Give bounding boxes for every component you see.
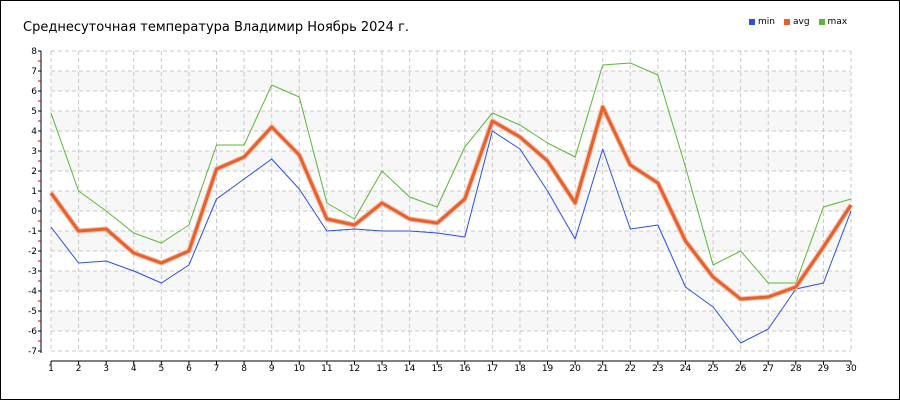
x-tick-label: 16 bbox=[459, 364, 471, 374]
grid-band bbox=[51, 151, 851, 171]
x-tick-label: 28 bbox=[790, 364, 802, 374]
x-tick-label: 26 bbox=[735, 364, 747, 374]
x-tick-label: 21 bbox=[597, 364, 608, 374]
x-tick-label: 30 bbox=[845, 364, 857, 374]
x-tick-label: 4 bbox=[131, 364, 137, 374]
y-tick-label: 8 bbox=[31, 47, 37, 57]
x-tick-label: 11 bbox=[321, 364, 332, 374]
x-tick-label: 20 bbox=[569, 364, 581, 374]
x-tick-label: 13 bbox=[376, 364, 387, 374]
x-tick-label: 29 bbox=[818, 364, 830, 374]
x-tick-label: 8 bbox=[241, 364, 247, 374]
x-tick-label: 1 bbox=[48, 364, 54, 374]
y-tick-label: 7 bbox=[31, 67, 37, 77]
x-tick-label: 9 bbox=[269, 364, 275, 374]
x-tick-label: 5 bbox=[158, 364, 164, 374]
x-tick-label: 25 bbox=[707, 364, 718, 374]
x-tick-label: 22 bbox=[625, 364, 636, 374]
y-tick-label: 4 bbox=[31, 127, 37, 137]
y-tick-label: -1 bbox=[28, 227, 37, 237]
y-tick-label: -7 bbox=[28, 347, 37, 357]
x-tick-label: 27 bbox=[763, 364, 774, 374]
x-tick-label: 24 bbox=[680, 364, 692, 374]
y-tick-label: -3 bbox=[28, 267, 37, 277]
grid-band bbox=[51, 71, 851, 91]
grid-band bbox=[51, 231, 851, 251]
x-tick-label: 2 bbox=[76, 364, 82, 374]
y-tick-label: 0 bbox=[31, 207, 37, 217]
grid-band bbox=[51, 111, 851, 131]
x-tick-label: 18 bbox=[514, 364, 526, 374]
x-tick-label: 15 bbox=[431, 364, 442, 374]
grid-band bbox=[51, 311, 851, 331]
x-tick-label: 12 bbox=[349, 364, 360, 374]
y-tick-label: 5 bbox=[31, 107, 37, 117]
y-tick-label: 2 bbox=[31, 167, 37, 177]
y-tick-label: -4 bbox=[28, 287, 37, 297]
x-tick-label: 19 bbox=[542, 364, 554, 374]
x-tick-label: 10 bbox=[294, 364, 306, 374]
y-tick-label: 1 bbox=[31, 187, 37, 197]
y-tick-label: -2 bbox=[28, 247, 37, 257]
y-tick-label: 6 bbox=[31, 87, 37, 97]
grid-band bbox=[51, 271, 851, 291]
x-tick-label: 14 bbox=[404, 364, 416, 374]
x-tick-label: 6 bbox=[186, 364, 192, 374]
x-tick-label: 3 bbox=[103, 364, 109, 374]
x-tick-label: 17 bbox=[487, 364, 498, 374]
y-tick-label: -6 bbox=[28, 327, 37, 337]
x-tick-label: 23 bbox=[652, 364, 663, 374]
x-tick-label: 7 bbox=[214, 364, 220, 374]
y-tick-label: 3 bbox=[31, 147, 37, 157]
y-tick-label: -5 bbox=[28, 307, 37, 317]
